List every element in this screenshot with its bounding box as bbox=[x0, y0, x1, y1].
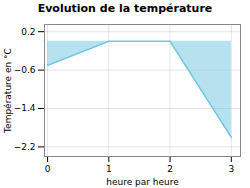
svg-text:2: 2 bbox=[167, 164, 173, 174]
svg-text:1: 1 bbox=[106, 164, 112, 174]
svg-text:−2.2: −2.2 bbox=[14, 142, 36, 152]
svg-text:3: 3 bbox=[228, 164, 234, 174]
svg-text:0.2: 0.2 bbox=[21, 27, 35, 37]
svg-text:−1.4: −1.4 bbox=[14, 103, 36, 113]
svg-text:heure par heure: heure par heure bbox=[106, 177, 179, 187]
svg-text:Température en °C: Température en °C bbox=[3, 48, 13, 134]
svg-text:0: 0 bbox=[45, 164, 51, 174]
svg-text:−0.6: −0.6 bbox=[14, 65, 36, 75]
html-text:Evolution de la température: Evolution de la température bbox=[37, 2, 213, 15]
